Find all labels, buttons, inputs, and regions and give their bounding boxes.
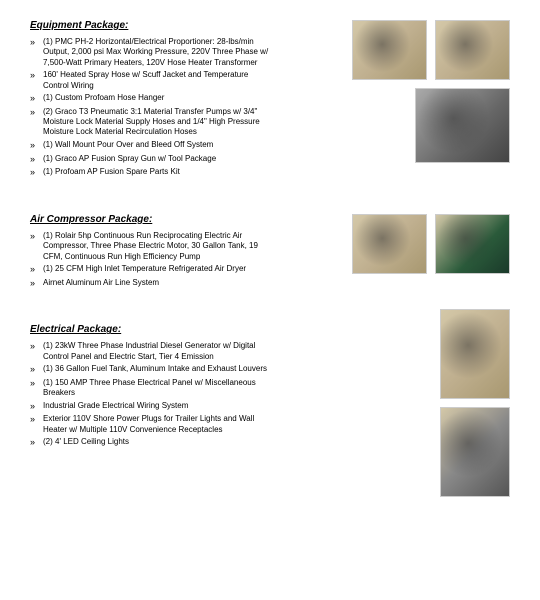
image-group bbox=[352, 20, 510, 163]
item-text: (1) 150 AMP Three Phase Electrical Panel… bbox=[43, 378, 275, 399]
item-text: 160' Heated Spray Hose w/ Scuff Jacket a… bbox=[43, 70, 275, 91]
item-text: (1) Wall Mount Pour Over and Bleed Off S… bbox=[43, 140, 275, 152]
item-text: (2) Graco T3 Pneumatic 3:1 Material Tran… bbox=[43, 107, 275, 138]
product-image bbox=[435, 214, 510, 274]
bullet-icon: » bbox=[30, 378, 35, 399]
item-text: (1) Rolair 5hp Continuous Run Reciprocat… bbox=[43, 231, 275, 262]
item-text: (2) 4' LED Ceiling Lights bbox=[43, 437, 275, 449]
item-text: (1) Custom Profoam Hose Hanger bbox=[43, 93, 275, 105]
bullet-icon: » bbox=[30, 278, 35, 290]
bullet-icon: » bbox=[30, 107, 35, 138]
section-title: Electrical Package: bbox=[30, 324, 510, 335]
item-text: (1) PMC PH-2 Horizontal/Electrical Propo… bbox=[43, 37, 275, 68]
bullet-icon: » bbox=[30, 401, 35, 413]
item-text: Exterior 110V Shore Power Plugs for Trai… bbox=[43, 414, 275, 435]
list-item: » (2) 4' LED Ceiling Lights bbox=[30, 437, 275, 449]
product-image bbox=[352, 214, 427, 274]
image-row bbox=[440, 407, 510, 497]
image-group bbox=[352, 214, 510, 274]
item-list: » (1) PMC PH-2 Horizontal/Electrical Prop… bbox=[30, 37, 275, 179]
item-text: (1) Profoam AP Fusion Spare Parts Kit bbox=[43, 167, 275, 179]
item-text: (1) 36 Gallon Fuel Tank, Aluminum Intake… bbox=[43, 364, 275, 376]
bullet-icon: » bbox=[30, 37, 35, 68]
bullet-icon: » bbox=[30, 364, 35, 376]
list-item: » (1) 36 Gallon Fuel Tank, Aluminum Intak… bbox=[30, 364, 275, 376]
list-item: » Industrial Grade Electrical Wiring Syst… bbox=[30, 401, 275, 413]
list-item: » 160' Heated Spray Hose w/ Scuff Jacket … bbox=[30, 70, 275, 91]
item-list: » (1) 23kW Three Phase Industrial Diesel … bbox=[30, 341, 275, 448]
bullet-icon: » bbox=[30, 414, 35, 435]
item-list: » (1) Rolair 5hp Continuous Run Reciproca… bbox=[30, 231, 275, 290]
list-item: » (1) Profoam AP Fusion Spare Parts Kit bbox=[30, 167, 275, 179]
list-item: » (1) Rolair 5hp Continuous Run Reciproca… bbox=[30, 231, 275, 262]
product-image bbox=[440, 309, 510, 399]
list-item: » (1) 23kW Three Phase Industrial Diesel … bbox=[30, 341, 275, 362]
item-text: (1) 25 CFM High Inlet Temperature Refrig… bbox=[43, 264, 275, 276]
equipment-section: Equipment Package: »(1) PMC PH-2 Horizon… bbox=[30, 20, 510, 179]
image-row bbox=[352, 214, 510, 274]
list-item: » Exterior 110V Shore Power Plugs for Tra… bbox=[30, 414, 275, 435]
list-item: » Airnet Aluminum Air Line System bbox=[30, 278, 275, 290]
bullet-icon: » bbox=[30, 231, 35, 262]
bullet-icon: » bbox=[30, 341, 35, 362]
list-item: » (1) 25 CFM High Inlet Temperature Refri… bbox=[30, 264, 275, 276]
product-image bbox=[352, 20, 427, 80]
item-text: (1) Graco AP Fusion Spray Gun w/ Tool Pa… bbox=[43, 154, 275, 166]
bullet-icon: » bbox=[30, 93, 35, 105]
list-item: » (2) Graco T3 Pneumatic 3:1 Material Tra… bbox=[30, 107, 275, 138]
bullet-icon: » bbox=[30, 264, 35, 276]
item-text: Industrial Grade Electrical Wiring Syste… bbox=[43, 401, 275, 413]
bullet-icon: » bbox=[30, 70, 35, 91]
bullet-icon: » bbox=[30, 140, 35, 152]
list-item: » (1) 150 AMP Three Phase Electrical Pane… bbox=[30, 378, 275, 399]
product-image bbox=[440, 407, 510, 497]
product-image bbox=[415, 88, 510, 163]
bullet-icon: » bbox=[30, 437, 35, 449]
image-row bbox=[440, 309, 510, 399]
item-text: Airnet Aluminum Air Line System bbox=[43, 278, 275, 290]
product-image bbox=[435, 20, 510, 80]
item-text: (1) 23kW Three Phase Industrial Diesel G… bbox=[43, 341, 275, 362]
list-item: » (1) PMC PH-2 Horizontal/Electrical Prop… bbox=[30, 37, 275, 68]
list-item: » (1) Wall Mount Pour Over and Bleed Off … bbox=[30, 140, 275, 152]
image-row bbox=[352, 20, 510, 80]
list-item: » (1) Custom Profoam Hose Hanger bbox=[30, 93, 275, 105]
electrical-section: Electrical Package: » (1) 23kW Three Phas… bbox=[30, 324, 510, 448]
list-item: » (1) Graco AP Fusion Spray Gun w/ Tool P… bbox=[30, 154, 275, 166]
air-compressor-section: Air Compressor Package: »(1) Rolair 5hp … bbox=[30, 214, 510, 290]
image-group bbox=[440, 309, 510, 497]
bullet-icon: » bbox=[30, 167, 35, 179]
image-row bbox=[415, 88, 510, 163]
bullet-icon: » bbox=[30, 154, 35, 166]
